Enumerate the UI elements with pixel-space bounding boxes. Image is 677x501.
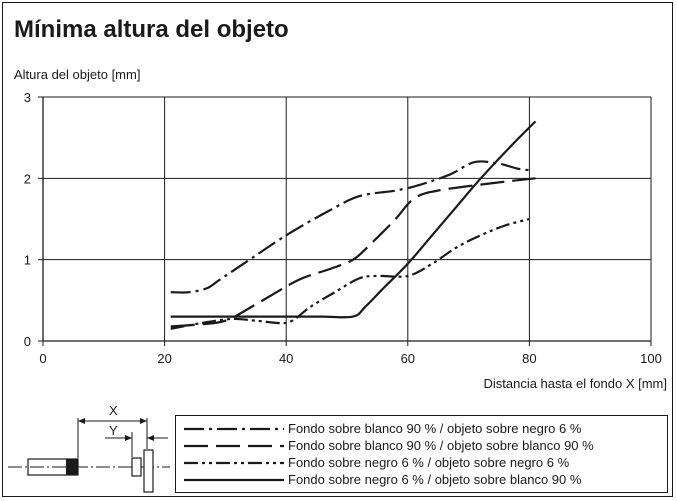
series-line-2: [170, 177, 536, 328]
legend-swatch: [184, 478, 284, 482]
sensor-lens: [66, 459, 78, 475]
dim-y-arrow-left: [125, 435, 132, 441]
legend-item: Fondo sobre blanco 90 % / objeto sobre b…: [176, 438, 667, 453]
x-tick-label: 80: [522, 351, 536, 366]
legend-item: Fondo sobre negro 6 % / objeto sobre bla…: [176, 472, 667, 487]
legend: Fondo sobre blanco 90 % / objeto sobre n…: [175, 415, 668, 493]
y-axis-label: Altura del objeto [mm]: [14, 67, 141, 82]
dim-y-label: Y: [109, 423, 118, 438]
axes: [38, 96, 652, 346]
series-line-1: [170, 160, 530, 294]
dim-y-arrow-right: [147, 435, 154, 441]
y-tick-label: 0: [24, 334, 31, 349]
legend-label: Fondo sobre negro 6 % / objeto sobre neg…: [288, 455, 570, 470]
figure-frame: [2, 2, 673, 497]
dim-x-label: X: [109, 403, 118, 418]
y-tick-label: 1: [24, 253, 31, 268]
x-tick-label: 20: [157, 351, 171, 366]
chart-title: Mínima altura del objeto: [14, 16, 289, 43]
background-plate: [143, 449, 154, 493]
legend-item: Fondo sobre blanco 90 % / objeto sobre n…: [176, 421, 667, 436]
y-tick-label: 2: [24, 171, 31, 186]
series-line-3: [170, 217, 530, 330]
legend-swatch: [184, 427, 284, 431]
legend-item: Fondo sobre negro 6 % / objeto sobre neg…: [176, 455, 667, 470]
series-lines: [170, 120, 537, 330]
series-line-4: [170, 120, 537, 319]
dim-x-arrow-left: [78, 418, 85, 424]
x-axis-label: Distancia hasta el fondo X [mm]: [483, 376, 667, 391]
legend-swatch: [184, 461, 284, 465]
legend-label: Fondo sobre negro 6 % / objeto sobre bla…: [288, 472, 582, 487]
x-tick-label: 100: [640, 351, 662, 366]
tick-labels: 0 20 40 60 80 100 0 1 2 3: [24, 90, 662, 366]
x-tick-label: 60: [401, 351, 415, 366]
dim-x-arrow-right: [140, 418, 147, 424]
legend-swatch: [184, 444, 284, 448]
legend-label: Fondo sobre blanco 90 % / objeto sobre b…: [288, 438, 594, 453]
legend-label: Fondo sobre blanco 90 % / objeto sobre n…: [288, 421, 582, 436]
object: [131, 457, 142, 477]
x-tick-label: 0: [39, 351, 46, 366]
x-tick-label: 40: [279, 351, 293, 366]
y-tick-label: 3: [24, 90, 31, 105]
